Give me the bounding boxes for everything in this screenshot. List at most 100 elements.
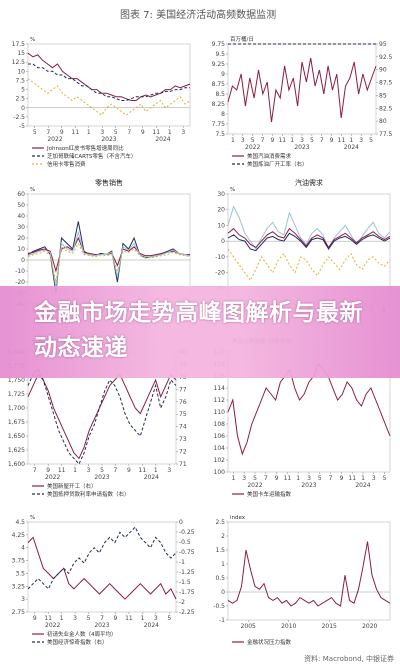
chart-panel-2: 百万桶/日 7.5 7.75 8 8.25 8.5 8.75 9 9.25 9.5 9.75 77.5…: [202, 26, 398, 172]
y2-tick-label: -0.75: [179, 549, 195, 556]
plot-frame: [227, 521, 391, 621]
series-line-3: [27, 230, 191, 288]
series-line-3: [227, 232, 391, 252]
x-tick-label: 11: [284, 475, 292, 482]
y-tick-label: 1,625: [8, 447, 25, 454]
series-line-2: [27, 367, 177, 465]
x-year-label: 2022: [247, 482, 262, 489]
plot-frame: [227, 43, 377, 135]
x-tick-label: 2020: [362, 623, 377, 630]
x-tick-label: 3: [372, 475, 376, 482]
series-line-1: [227, 205, 391, 251]
x-tick-label: 7: [114, 467, 118, 474]
series-line-1: [27, 373, 177, 460]
y-tick-label: 112: [214, 397, 226, 404]
x-tick-label: 11: [338, 137, 346, 144]
x-tick-label: 11: [44, 615, 52, 622]
y-tick-label: 1,650: [8, 433, 25, 440]
y-tick-label: 10: [17, 246, 25, 253]
y-tick-label: 7.5: [215, 131, 225, 138]
x-year-label: 2024: [155, 136, 170, 143]
y-tick-label: 114: [214, 385, 226, 392]
x-tick-label: 7: [100, 615, 104, 622]
x-year-label: 2022: [245, 144, 260, 151]
legend-label: 金融状况压力指数: [247, 638, 292, 646]
x-tick-label: 3: [73, 615, 77, 622]
y-tick-label: -1: [219, 617, 225, 624]
y-tick-label: 4.25: [12, 532, 26, 539]
legend-label: 信用卡零售消费: [47, 160, 86, 168]
y-tick-label: 106: [214, 433, 226, 440]
y-tick-label: 10: [17, 68, 25, 75]
x-year-label: 2022: [47, 136, 62, 143]
y-tick-label: -10: [215, 254, 225, 261]
y-tick-label: 20: [17, 235, 25, 242]
x-tick-label: 5: [310, 137, 314, 144]
y-tick-label: 2: [221, 533, 225, 540]
chart-panel-7: % 2.75 3 3.25 3.5 3.75 4 4.25 4.5 -2.25 -2 -1.75 -1.…: [2, 504, 198, 650]
x-tick-label: 3: [181, 129, 185, 136]
x-year-label: 2024: [344, 144, 359, 151]
y-tick-label: 102: [214, 457, 226, 464]
x-tick-label: 3: [307, 475, 311, 482]
x-tick-label: 2005: [241, 623, 256, 630]
x-tick-label: 3: [154, 615, 158, 622]
y-tick-label: 3.75: [12, 558, 26, 565]
x-tick-label: 5: [87, 615, 91, 622]
y-tick-label: 2.5: [215, 519, 225, 526]
y-tick-label: 9.25: [212, 61, 226, 68]
x-tick-label: 2015: [322, 623, 337, 630]
x-tick-label: 7: [261, 137, 265, 144]
y2-tick-label: -2: [179, 599, 185, 606]
y-tick-label: 9: [221, 71, 225, 78]
y2-tick-label: -2.25: [179, 609, 195, 616]
series-line-1: [27, 52, 191, 101]
x-year-label: 2023: [101, 136, 116, 143]
y2-tick-label: 76: [179, 399, 187, 406]
y-tick-label: 30: [17, 224, 25, 231]
y-tick-label: 60: [17, 191, 25, 198]
y-tick-label: -20: [215, 270, 225, 277]
x-tick-label: 1: [87, 129, 91, 136]
x-tick-label: 7: [33, 467, 37, 474]
plot-frame: [27, 43, 191, 127]
y2-tick-label: 0: [179, 519, 183, 526]
x-tick-label: 7: [264, 475, 268, 482]
legend-label: 美国抵押贷款利率申请指数（右）: [47, 490, 130, 498]
x-tick-label: 9: [270, 137, 274, 144]
x-tick-label: 7: [329, 475, 333, 482]
y-tick-label: 1,750: [8, 377, 25, 384]
x-tick-label: 11: [125, 615, 133, 622]
x-tick-label: 5: [253, 475, 257, 482]
series-line-1: [227, 541, 391, 607]
series-line-1: [227, 57, 377, 123]
y-axis-label: %: [230, 187, 235, 193]
y-tick-label: 9.75: [212, 41, 226, 48]
y-tick-label: 1,725: [8, 391, 25, 398]
y-tick-label: 17.5: [12, 41, 26, 48]
y2-tick-label: 75: [179, 411, 187, 418]
legend-label: 美国新屋开工（右）: [47, 482, 97, 490]
y-tick-label: 2.5: [15, 96, 25, 103]
legend-label: 美国炼油厂开工率（右）: [247, 160, 308, 168]
y-tick-label: -2.5: [13, 114, 25, 121]
chart-panel-1: % -5 -2.5 0 2.5 5 7.5 10 12.5 15 17.5 5 7 9 11 1 3 5 7 9 11 1…: [2, 26, 198, 172]
y-tick-label: 1,600: [8, 461, 25, 468]
x-tick-label: 3: [167, 467, 171, 474]
x-tick-label: 7: [46, 129, 50, 136]
x-tick-label: 1: [73, 467, 77, 474]
legend-label: 美国卡车运输指数: [247, 490, 292, 498]
y-tick-label: 8.25: [212, 101, 226, 108]
x-tick-label: 5: [100, 467, 104, 474]
y2-tick-label: 85: [379, 92, 387, 99]
y-tick-label: -0.5: [213, 603, 225, 610]
y2-tick-label: 87.5: [379, 80, 393, 87]
y2-tick-label: 73: [179, 436, 187, 443]
x-tick-label: 11: [152, 129, 160, 136]
x-tick-label: 3: [241, 137, 245, 144]
y-tick-label: 4.5: [15, 519, 25, 526]
x-tick-label: 5: [383, 475, 387, 482]
x-tick-label: 5: [251, 137, 255, 144]
x-tick-label: 11: [278, 137, 286, 144]
y-tick-label: 1.5: [215, 547, 225, 554]
